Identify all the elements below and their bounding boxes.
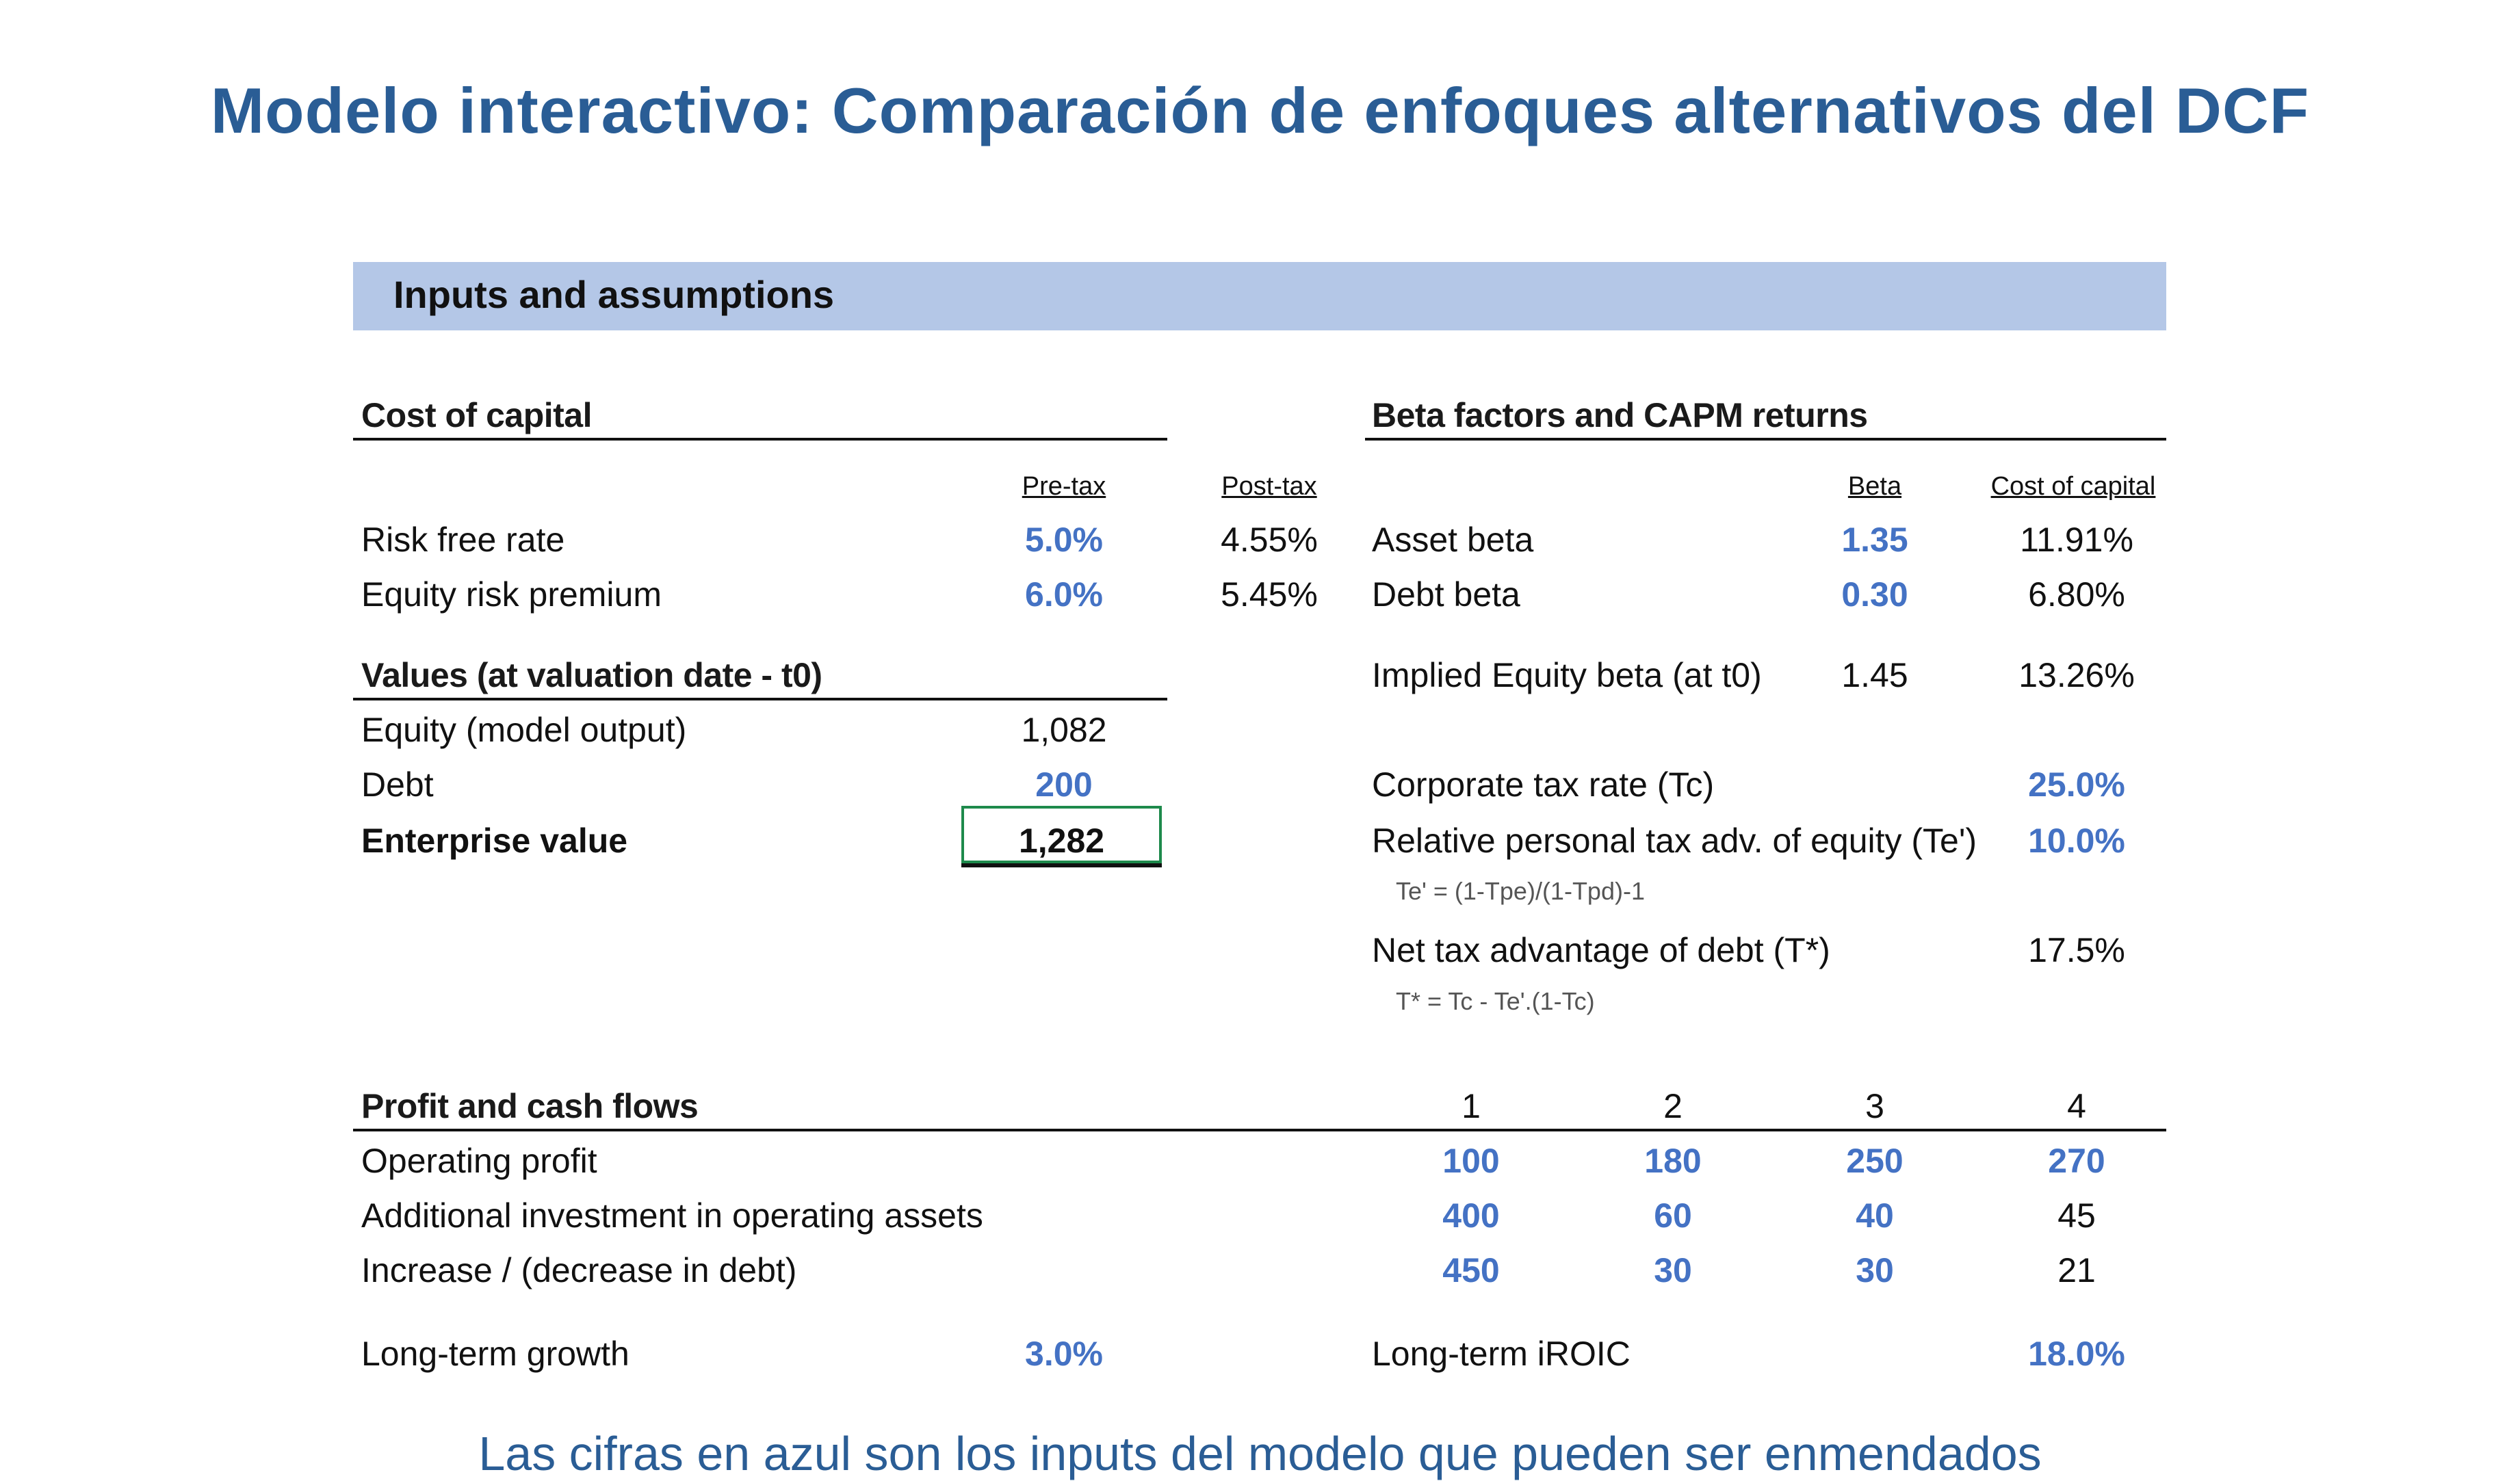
year-header-4: 4	[2067, 1087, 2086, 1125]
equity-label: Equity (model output)	[361, 711, 687, 749]
asset-beta-label: Asset beta	[1372, 521, 1534, 559]
cost-of-capital-heading: Cost of capital	[361, 396, 592, 434]
debt-change-y1[interactable]: 450	[1442, 1251, 1500, 1289]
col-header-beta: Beta	[1847, 472, 1902, 501]
risk-free-rate-posttax: 4.55%	[1221, 521, 1318, 559]
values-rule	[353, 698, 1167, 700]
enterprise-value-cell[interactable]: 1,282	[1018, 822, 1105, 860]
operating-profit-y3[interactable]: 250	[1846, 1142, 1904, 1180]
equity-risk-premium-label: Equity risk premium	[361, 575, 662, 614]
corporate-tax-input[interactable]: 25.0%	[2028, 765, 2125, 804]
long-term-growth-label: Long-term growth	[361, 1335, 629, 1373]
implied-equity-beta-cost: 13.26%	[2018, 656, 2135, 694]
banner-title: Inputs and assumptions	[393, 273, 835, 316]
values-heading: Values (at valuation date - t0)	[361, 656, 822, 694]
beta-heading: Beta factors and CAPM returns	[1372, 396, 1868, 434]
long-term-iroic-input[interactable]: 18.0%	[2028, 1335, 2125, 1373]
risk-free-rate-label: Risk free rate	[361, 521, 565, 559]
profit-rule	[353, 1129, 2166, 1131]
operating-profit-y2[interactable]: 180	[1644, 1142, 1702, 1180]
equity-value: 1,082	[1021, 711, 1107, 749]
operating-profit-y1[interactable]: 100	[1442, 1142, 1500, 1180]
equity-risk-premium-posttax: 5.45%	[1221, 575, 1318, 614]
corporate-tax-label: Corporate tax rate (Tc)	[1372, 765, 1715, 804]
additional-investment-y1[interactable]: 400	[1442, 1196, 1500, 1235]
debt-beta-cost: 6.80%	[2028, 575, 2125, 614]
personal-tax-formula: Te' = (1-Tpe)/(1-Tpd)-1	[1396, 877, 1645, 905]
debt-change-y3[interactable]: 30	[1856, 1251, 1894, 1289]
debt-input[interactable]: 200	[1035, 765, 1093, 804]
debt-beta-input[interactable]: 0.30	[1841, 575, 1908, 614]
net-tax-formula: T* = Tc - Te'.(1-Tc)	[1396, 987, 1595, 1015]
implied-equity-beta-label: Implied Equity beta (at t0)	[1372, 656, 1762, 694]
personal-tax-input[interactable]: 10.0%	[2028, 822, 2125, 860]
debt-change-label: Increase / (decrease in debt)	[361, 1251, 797, 1289]
additional-investment-y2[interactable]: 60	[1654, 1196, 1692, 1235]
debt-beta-label: Debt beta	[1372, 575, 1520, 614]
enterprise-value-underline	[961, 863, 1162, 867]
net-tax-value: 17.5%	[2028, 931, 2125, 969]
col-header-pretax: Pre-tax	[1022, 472, 1106, 501]
risk-free-rate-input[interactable]: 5.0%	[1025, 521, 1103, 559]
cost-of-capital-rule	[353, 438, 1167, 441]
asset-beta-cost: 11.91%	[2020, 521, 2133, 559]
additional-investment-y4: 45	[2057, 1196, 2096, 1235]
debt-change-y4: 21	[2057, 1251, 2096, 1289]
beta-rule	[1365, 438, 2166, 441]
year-header-1: 1	[1462, 1087, 1481, 1125]
net-tax-label: Net tax advantage of debt (T*)	[1372, 931, 1830, 969]
col-header-cost-of-capital: Cost of capital	[1990, 472, 2156, 501]
section-banner	[353, 262, 2166, 330]
additional-investment-y3[interactable]: 40	[1856, 1196, 1894, 1235]
personal-tax-label: Relative personal tax adv. of equity (Te…	[1372, 822, 1977, 860]
profit-heading: Profit and cash flows	[361, 1087, 699, 1125]
year-header-2: 2	[1663, 1087, 1683, 1125]
operating-profit-label: Operating profit	[361, 1142, 597, 1180]
asset-beta-input[interactable]: 1.35	[1841, 521, 1908, 559]
footer-note: Las cifras en azul son los inputs del mo…	[478, 1427, 2042, 1480]
debt-change-y2[interactable]: 30	[1654, 1251, 1692, 1289]
year-header-3: 3	[1865, 1087, 1884, 1125]
implied-equity-beta-value: 1.45	[1841, 656, 1908, 694]
additional-investment-label: Additional investment in operating asset…	[361, 1196, 983, 1235]
enterprise-value-label: Enterprise value	[361, 822, 628, 860]
page-title: Modelo interactivo: Comparación de enfoq…	[210, 75, 2310, 146]
selected-cell-border	[961, 806, 1162, 863]
operating-profit-y4[interactable]: 270	[2048, 1142, 2105, 1180]
debt-label: Debt	[361, 765, 434, 804]
long-term-growth-input[interactable]: 3.0%	[1025, 1335, 1103, 1373]
long-term-iroic-label: Long-term iROIC	[1372, 1335, 1631, 1373]
equity-risk-premium-input[interactable]: 6.0%	[1025, 575, 1103, 614]
col-header-posttax: Post-tax	[1221, 472, 1317, 501]
